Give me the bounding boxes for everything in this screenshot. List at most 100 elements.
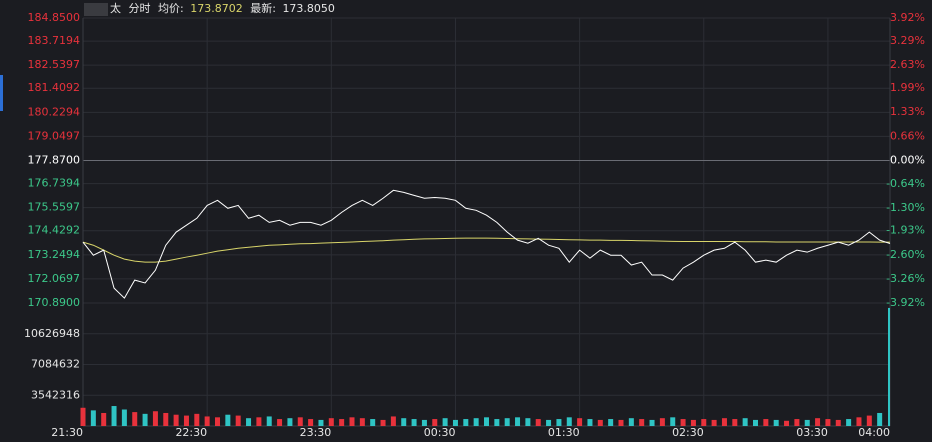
x-tick-label: 21:30 xyxy=(51,426,83,439)
price-line xyxy=(82,237,890,263)
volume-bar xyxy=(204,416,210,426)
x-tick-label: 22:30 xyxy=(175,426,207,439)
volume-bar xyxy=(121,409,127,426)
volume-bar xyxy=(277,419,283,426)
y-tick-label: 10626948 xyxy=(24,327,80,340)
volume-bar xyxy=(525,418,531,426)
volume-bar xyxy=(608,419,614,426)
header: 太 分时 均价: 173.8702 最新: 173.8050 xyxy=(110,1,335,15)
price-line xyxy=(82,189,891,299)
last-value: 173.8050 xyxy=(282,2,335,15)
volume-bar xyxy=(680,419,686,426)
volume-bar xyxy=(670,417,676,426)
volume-bar xyxy=(577,418,583,426)
volume-bar xyxy=(328,418,334,426)
y-tick-label: 174.4292 xyxy=(28,224,81,237)
volume-bar xyxy=(784,420,790,426)
volume-bar xyxy=(235,415,241,426)
volume-bar xyxy=(473,418,479,426)
y-tick-label: 172.0697 xyxy=(28,272,81,285)
volume-bar xyxy=(721,418,727,426)
y2-tick-label: -3.26% xyxy=(886,272,925,285)
volume-bar xyxy=(370,419,376,426)
side-marker xyxy=(0,75,3,111)
x-tick-label: 04:00 xyxy=(858,426,890,439)
y-tick-label: 177.8700 xyxy=(28,154,81,167)
y-tick-label: 3542316 xyxy=(31,388,80,401)
y2-tick-label: 2.63% xyxy=(890,58,925,71)
y2-tick-label: -1.30% xyxy=(886,201,925,214)
volume-bar xyxy=(246,418,252,426)
volume-bar xyxy=(380,419,386,426)
avg-label: 均价: xyxy=(158,2,184,15)
volume-bar xyxy=(101,412,107,426)
volume-bar xyxy=(297,417,303,426)
volume-bar xyxy=(339,419,345,426)
volume-bar xyxy=(856,417,862,426)
volume-bar xyxy=(587,419,593,426)
volume-bar xyxy=(753,419,758,426)
stock-name: 太 xyxy=(110,2,121,15)
y2-tick-label: -3.92% xyxy=(886,296,925,309)
mode: 分时 xyxy=(129,2,151,15)
y-tick-label: 7084632 xyxy=(31,358,80,371)
volume-bar xyxy=(411,419,417,426)
volume-bar xyxy=(90,410,96,426)
y2-tick-label: 1.33% xyxy=(890,105,925,118)
x-tick-label: 01:30 xyxy=(548,426,580,439)
y-tick-label: 175.5597 xyxy=(28,201,81,214)
volume-bar xyxy=(173,414,179,426)
volume-bar xyxy=(194,413,200,426)
volume-bar xyxy=(442,418,448,426)
volume-bar xyxy=(659,418,665,426)
y2-tick-label: 3.29% xyxy=(890,34,925,47)
volume-bar xyxy=(484,417,489,426)
volume-bar xyxy=(639,419,645,426)
y2-tick-label: 0.00% xyxy=(890,154,925,167)
volume-bar xyxy=(152,411,158,426)
y-tick-label: 180.2294 xyxy=(28,105,81,118)
volume-bar xyxy=(318,419,324,426)
volume-bar xyxy=(80,407,86,426)
volume-bar xyxy=(732,419,738,426)
volume-bar xyxy=(711,419,717,426)
y-tick-label: 181.4092 xyxy=(28,81,81,94)
y2-tick-label: -0.64% xyxy=(886,177,925,190)
volume-bar xyxy=(349,417,355,426)
volume-bar xyxy=(628,418,634,426)
volume-bar xyxy=(690,419,696,426)
volume-bar xyxy=(183,415,189,426)
volume-bar xyxy=(773,419,779,426)
volume-bar xyxy=(888,307,890,426)
y2-tick-label: -2.60% xyxy=(886,248,925,261)
volume-bar xyxy=(463,419,469,426)
volume-bar xyxy=(225,414,231,426)
y2-tick-label: -1.93% xyxy=(886,224,925,237)
volume-bar xyxy=(815,418,821,426)
volume-bar xyxy=(701,419,707,426)
y-tick-label: 183.7194 xyxy=(28,34,81,47)
volume-bar xyxy=(132,412,138,426)
volume-bar xyxy=(835,419,841,426)
x-tick-label: 02:30 xyxy=(672,426,704,439)
x-tick-label: 23:30 xyxy=(300,426,332,439)
volume-bar xyxy=(494,419,500,426)
volume-bar xyxy=(421,419,427,426)
volume-bar xyxy=(163,412,169,426)
volume-bar xyxy=(256,417,262,426)
x-tick-label: 03:30 xyxy=(796,426,828,439)
volume-bar xyxy=(763,419,769,426)
volume-bar xyxy=(452,419,458,426)
volume-bar xyxy=(111,406,117,426)
y-tick-label: 184.8500 xyxy=(28,11,81,24)
volume-bar xyxy=(649,419,655,426)
volume-bar xyxy=(556,419,562,426)
y-tick-label: 173.2494 xyxy=(28,248,81,261)
volume-bar xyxy=(504,418,510,426)
volume-bar xyxy=(846,419,852,426)
volume-bar xyxy=(866,415,872,426)
volume-bar xyxy=(825,419,831,426)
